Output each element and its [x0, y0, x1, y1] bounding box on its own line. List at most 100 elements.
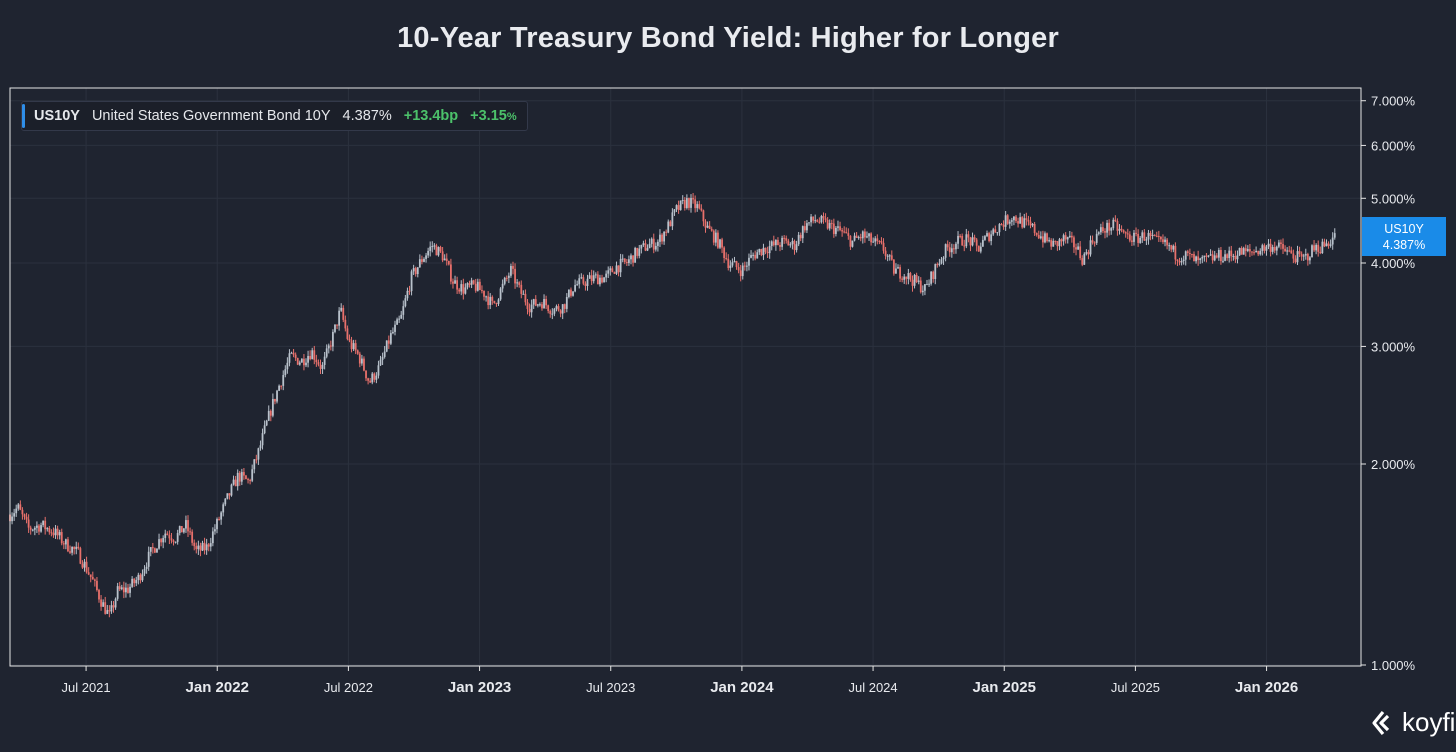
- candle-body: [1275, 246, 1278, 251]
- candle-body: [708, 225, 711, 229]
- candle-body: [601, 277, 603, 283]
- candle-body: [412, 268, 415, 272]
- candle-body: [414, 268, 417, 275]
- x-tick-label: Jul 2021: [61, 680, 110, 695]
- candle-body: [300, 358, 303, 363]
- candle-body: [868, 233, 870, 237]
- candle-body: [1296, 251, 1299, 263]
- candle-body: [1050, 240, 1053, 247]
- candle-body: [845, 232, 848, 234]
- y-tick-label: 5.000%: [1371, 191, 1416, 206]
- candle-body: [892, 259, 895, 274]
- candle-body: [617, 265, 620, 273]
- candle-body: [315, 359, 318, 363]
- candle-body: [416, 267, 419, 275]
- candle-body: [338, 310, 341, 326]
- candle-body: [141, 573, 144, 581]
- candle-body: [1118, 228, 1121, 231]
- candle-body: [454, 280, 456, 284]
- candle-body: [1306, 254, 1309, 261]
- y-tick-label: 4.000%: [1371, 256, 1416, 271]
- candle-body: [599, 277, 601, 285]
- candle-body: [826, 219, 829, 229]
- candle-body: [1203, 255, 1206, 258]
- candle-body: [1157, 235, 1160, 237]
- candle-body: [714, 232, 717, 243]
- candle-body: [1077, 246, 1079, 250]
- chart-title: 10-Year Treasury Bond Yield: Higher for …: [397, 22, 1059, 54]
- candle-body: [1135, 232, 1137, 234]
- candle-body: [702, 210, 705, 222]
- candle-body: [725, 257, 728, 259]
- candle-body: [1081, 258, 1084, 265]
- legend-box[interactable]: US10Y United States Government Bond 10Y …: [21, 101, 528, 131]
- y-tick-label: 7.000%: [1371, 94, 1416, 109]
- candle-body: [224, 498, 227, 505]
- candle-body: [611, 268, 614, 273]
- candle-body: [1284, 248, 1286, 252]
- candle-body: [363, 358, 365, 371]
- candle-body: [692, 197, 694, 200]
- candle-body: [371, 373, 374, 383]
- candle-body: [203, 542, 206, 551]
- candle-body: [990, 234, 993, 242]
- candle-body: [491, 296, 494, 301]
- candle-body: [21, 509, 24, 515]
- candle-body: [158, 539, 160, 549]
- candle-body: [1176, 259, 1179, 261]
- candle-body: [590, 275, 593, 282]
- candle-body: [806, 223, 808, 231]
- candle-body: [265, 420, 268, 426]
- candle-body: [768, 246, 771, 254]
- candle-body: [1048, 240, 1051, 242]
- candle-body: [112, 605, 115, 608]
- candle-body: [394, 324, 396, 332]
- candle-body: [1248, 249, 1251, 252]
- candle-body: [296, 358, 299, 365]
- candle-body: [298, 362, 301, 365]
- candle-body: [323, 356, 326, 365]
- candle-body: [1079, 246, 1082, 259]
- candle-body: [723, 247, 726, 258]
- candle-body: [901, 278, 904, 280]
- candle-body: [329, 345, 332, 347]
- candle-body: [1290, 250, 1293, 254]
- candle-body: [549, 311, 552, 314]
- candle-body: [981, 239, 984, 247]
- candle-body: [1124, 232, 1127, 234]
- candle-body: [443, 258, 446, 261]
- candle-body: [402, 306, 405, 315]
- candle-body: [733, 261, 736, 263]
- candle-body: [799, 234, 802, 239]
- candle-body: [959, 235, 962, 237]
- candle-body: [1280, 242, 1282, 245]
- candle-body: [64, 539, 67, 545]
- candle-body: [187, 520, 189, 532]
- candle-body: [659, 234, 661, 242]
- candle-body: [534, 299, 537, 306]
- candle-body: [1083, 253, 1086, 265]
- candle-body: [1091, 240, 1094, 243]
- candle-body: [1002, 224, 1005, 227]
- candle-body: [706, 225, 709, 228]
- y-tick-label: 1.000%: [1371, 658, 1416, 673]
- candle-body: [847, 233, 850, 236]
- candle-body: [642, 243, 645, 245]
- candle-body: [843, 231, 846, 233]
- candle-body: [1015, 216, 1017, 222]
- koyfin-logo[interactable]: koyfin: [1370, 707, 1456, 738]
- candle-body: [1228, 250, 1231, 259]
- candle-body: [346, 328, 349, 339]
- candle-body: [129, 586, 131, 593]
- candle-body: [199, 545, 202, 551]
- candle-body: [1302, 255, 1305, 257]
- candle-body: [876, 238, 879, 241]
- candle-body: [1184, 251, 1187, 260]
- candle-body: [421, 259, 423, 262]
- candle-body: [1035, 232, 1038, 235]
- candle-body: [352, 343, 355, 350]
- candle-body: [950, 248, 953, 253]
- candle-body: [13, 513, 16, 517]
- candle-body: [505, 277, 508, 279]
